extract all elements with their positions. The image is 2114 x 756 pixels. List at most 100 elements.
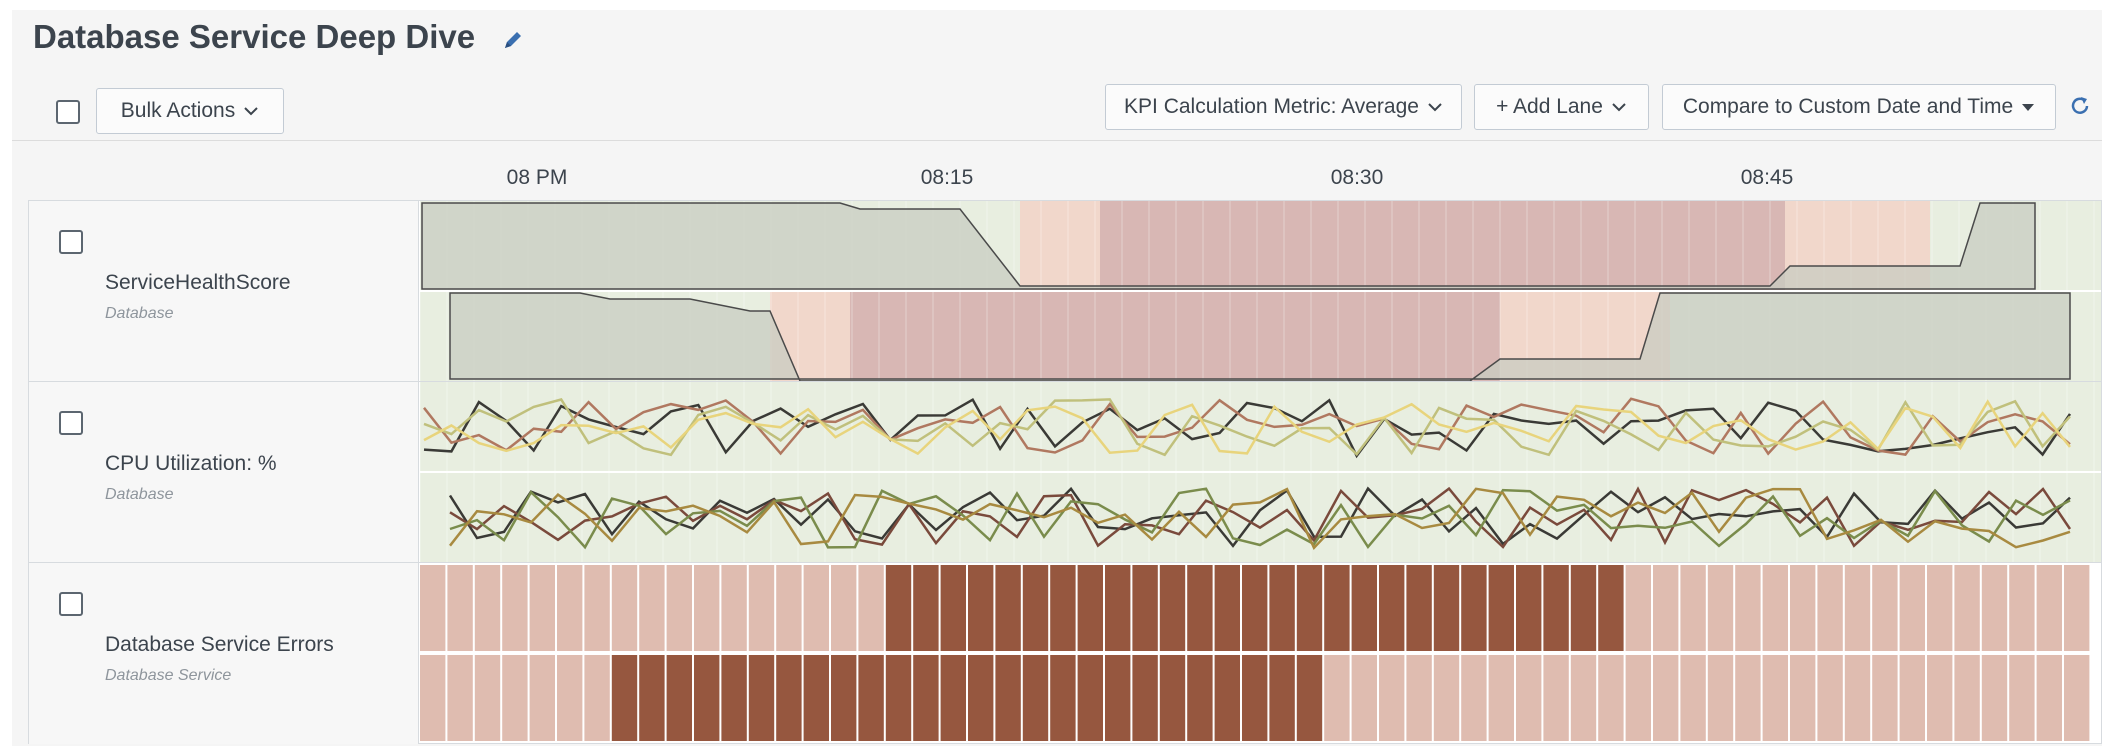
error-tile: [913, 565, 939, 651]
lane-database-service-errors: Database Service Errors Database Service: [29, 563, 2101, 744]
error-tile: [2009, 655, 2035, 741]
error-tile: [666, 655, 692, 741]
time-tick: 08:45: [1740, 166, 1794, 189]
error-tile: [474, 655, 501, 741]
error-tile: [1762, 655, 1788, 741]
error-tile: [1077, 655, 1103, 741]
state-band: [1100, 201, 1785, 291]
error-tile: [2064, 565, 2090, 651]
error-tile: [611, 565, 638, 651]
error-tile: [529, 565, 555, 651]
swimlanes: ServiceHealthScore Database CPU Utilizat…: [28, 200, 2102, 744]
error-tile: [1132, 565, 1158, 651]
cpu-series-line: [448, 486, 2071, 548]
error-tile: [666, 565, 692, 651]
error-tile: [1187, 565, 1213, 651]
error-tile: [1159, 655, 1186, 741]
lane-entity: Database: [105, 305, 174, 322]
bulk-actions-button[interactable]: Bulk Actions: [96, 88, 284, 134]
cpu-series-line: [423, 399, 2071, 456]
error-tile: [1351, 565, 1377, 651]
error-tile: [1680, 565, 1706, 651]
error-tile: [1653, 655, 1679, 741]
lane-checkbox[interactable]: [59, 592, 83, 616]
error-tile: [2009, 565, 2035, 651]
error-tile: [557, 655, 583, 741]
error-tile: [1324, 655, 1350, 741]
lane-header: Database Service Errors Database Service: [29, 563, 419, 744]
error-tile: [1844, 565, 1871, 651]
error-tile: [1242, 655, 1268, 741]
lane-title: ServiceHealthScore: [105, 271, 291, 294]
error-tile: [1105, 565, 1131, 651]
error-tile: [1433, 655, 1460, 741]
error-tile: [1653, 565, 1679, 651]
error-tile: [1625, 655, 1651, 741]
error-tile: [1844, 655, 1871, 741]
error-tile: [1598, 565, 1624, 651]
refresh-icon[interactable]: [2068, 94, 2092, 118]
error-tile: [447, 655, 473, 741]
error-tile: [885, 655, 912, 741]
lane-checkbox[interactable]: [59, 411, 83, 435]
add-lane-button[interactable]: + Add Lane: [1474, 84, 1649, 130]
kpi-metric-label: KPI Calculation Metric: Average: [1124, 95, 1419, 118]
error-tile: [858, 565, 884, 651]
error-tile: [831, 655, 857, 741]
error-tile: [858, 655, 884, 741]
error-tile: [2036, 655, 2062, 741]
error-tile: [1159, 565, 1186, 651]
state-band: [850, 291, 1500, 381]
error-tile: [995, 565, 1021, 651]
error-tile: [1927, 655, 1953, 741]
error-tile: [2036, 565, 2062, 651]
kpi-metric-dropdown[interactable]: KPI Calculation Metric: Average: [1105, 84, 1462, 130]
error-tile: [1927, 565, 1953, 651]
error-tile: [557, 565, 583, 651]
error-tile: [803, 565, 829, 651]
error-tile: [1872, 565, 1898, 651]
error-tile: [1433, 565, 1460, 651]
pencil-icon[interactable]: [502, 29, 524, 51]
error-tile: [502, 655, 528, 741]
error-tile: [1296, 565, 1323, 651]
error-tile: [1269, 655, 1295, 741]
error-tile: [639, 655, 665, 741]
compare-label: Compare to Custom Date and Time: [1682, 95, 2014, 118]
error-tile: [420, 655, 446, 741]
compare-dropdown[interactable]: Compare to Custom Date and Time: [1662, 84, 2056, 130]
lane-cpu-utilization: CPU Utilization: % Database: [29, 382, 2101, 563]
bulk-actions-label: Bulk Actions: [120, 99, 236, 122]
error-tile: [721, 655, 747, 741]
toolbar-divider: [12, 140, 2102, 141]
cpu-utilization-chart[interactable]: [420, 382, 2101, 562]
error-tile: [1981, 655, 2008, 741]
add-lane-label: + Add Lane: [1496, 95, 1603, 118]
error-tile: [1488, 565, 1514, 651]
error-tile: [474, 565, 501, 651]
error-tile: [1543, 655, 1569, 741]
lane-checkbox[interactable]: [59, 230, 83, 254]
health-score-area: [421, 202, 2036, 290]
error-tile: [748, 655, 775, 741]
lane-header: CPU Utilization: % Database: [29, 382, 419, 562]
lane-service-health-score: ServiceHealthScore Database: [29, 201, 2101, 382]
error-tile: [1543, 565, 1569, 651]
cpu-series-line: [423, 397, 2072, 459]
error-tile: [995, 655, 1021, 741]
error-tile: [1707, 565, 1734, 651]
error-tile: [940, 655, 966, 741]
select-all-checkbox[interactable]: [56, 100, 80, 124]
error-tile: [1954, 655, 1980, 741]
service-errors-chart[interactable]: [420, 563, 2101, 743]
health-score-chart[interactable]: [420, 201, 2101, 381]
page-frame: Database Service Deep Dive Bulk Actions …: [12, 10, 2102, 746]
error-tile: [1296, 655, 1323, 741]
error-tile: [1981, 565, 2008, 651]
error-tile: [420, 565, 446, 651]
health-score-area: [449, 292, 2071, 381]
error-tile: [940, 565, 966, 651]
error-tile: [1406, 655, 1432, 741]
error-tile: [502, 565, 528, 651]
error-tile: [1735, 565, 1761, 651]
